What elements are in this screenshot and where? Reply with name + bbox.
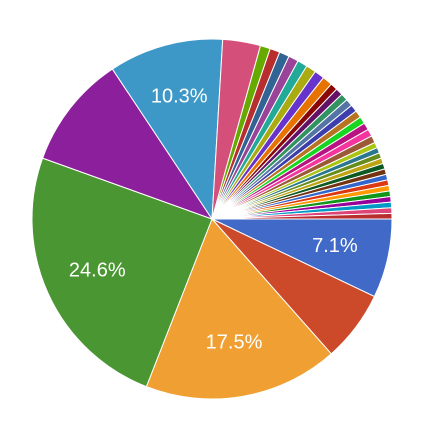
slice-label: 17.5% xyxy=(206,331,263,353)
pie-slice xyxy=(111,38,224,221)
slice-label: 24.6% xyxy=(69,259,126,281)
slice-label: 10.3% xyxy=(151,86,208,108)
pie-slice xyxy=(211,212,393,220)
pie-slice xyxy=(31,157,213,388)
pie-slice xyxy=(145,218,332,400)
pie-slice xyxy=(41,68,214,220)
slice-label: 7.1% xyxy=(312,235,358,257)
